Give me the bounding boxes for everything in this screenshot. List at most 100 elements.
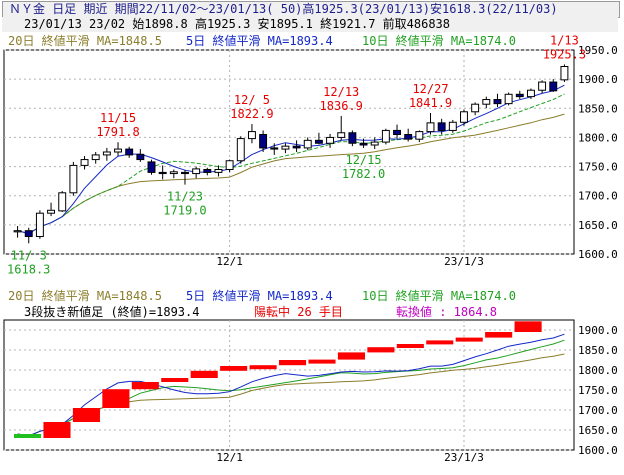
candle-body [526, 89, 535, 98]
y-tick-label: 1650.0 [578, 219, 618, 232]
plot-frame [3, 49, 575, 255]
ma5-line-bottom [17, 333, 565, 437]
y-tick-label: 1600.0 [578, 444, 618, 457]
candlestick-panel: 1600.0 1650.0 1700.0 1750.0 1800.0 1850.0 1900… [3, 33, 618, 276]
candle-body [13, 230, 22, 233]
ma5-line [17, 84, 565, 235]
y-tick-label: 1850.0 [578, 344, 618, 357]
brick-up [455, 337, 483, 342]
y-tick-label: 1900.0 [578, 324, 618, 337]
annotation-date: 12/13 [323, 85, 359, 99]
brick-up [367, 347, 395, 353]
legend-ma5: 5日 終値平滑 MA=1893.4 [186, 33, 333, 48]
candle-body [326, 136, 335, 144]
candle-body [303, 139, 312, 149]
line-break-panel: 1600.0 1650.0 1700.0 1750.0 1800.0 1850.0 1900… [3, 319, 618, 464]
candle-body [203, 168, 212, 173]
ohlc-summary: 23/01/13 23/02 始1898.8 高1925.3 安1895.1 終… [24, 17, 451, 31]
brick-down [14, 434, 42, 438]
annotation-date: 11/15 [100, 111, 136, 125]
candle-body [560, 65, 569, 81]
candle-body [225, 160, 234, 170]
candle-body [236, 138, 245, 162]
candle-body [270, 147, 279, 150]
annotation-price: 1719.0 [163, 204, 206, 218]
brick-up [514, 321, 542, 332]
candle-body [460, 111, 468, 123]
candle-body [247, 131, 256, 140]
candle-body [471, 103, 480, 113]
x-tick-label: 12/1 [216, 255, 243, 268]
annotation-price: 1822.9 [230, 107, 273, 121]
candle-body [415, 131, 424, 140]
candle-body [125, 148, 134, 156]
candle-body [80, 159, 89, 166]
annotation-date: 11/ 3 [11, 248, 47, 262]
brick-up [72, 408, 100, 422]
candle-body [91, 154, 100, 161]
brick-up [220, 366, 248, 371]
candle-body [35, 212, 44, 238]
brick-up [43, 422, 71, 438]
candle-body [482, 99, 491, 105]
annotation-price: 1791.8 [96, 125, 139, 139]
candle-body [538, 81, 547, 91]
x-tick-label: 12/1 [216, 451, 243, 464]
chart-title-bar: ＮＹ金 日足 期近 期間22/11/02～23/01/13( 50)高1925.… [2, 1, 620, 18]
candle-body [404, 134, 413, 140]
brick-up [190, 370, 218, 378]
candle-body [504, 93, 513, 105]
brick-up [396, 344, 424, 348]
chart-title: ＮＹ金 日足 期近 期間22/11/02～23/01/13( 50)高1925.… [9, 2, 558, 16]
candle-body [102, 151, 111, 156]
candle-body [136, 153, 145, 161]
candle-body [114, 148, 122, 153]
candle-body [147, 161, 156, 173]
brick-up [337, 352, 365, 360]
candle-body [314, 139, 323, 144]
candle-body [214, 168, 223, 173]
candle-body [281, 145, 290, 150]
annotation-price: 1836.9 [320, 99, 363, 113]
legend-bottom: 20日 終値平滑 MA=1848.5 5日 終値平滑 MA=1893.4 10日… [8, 288, 516, 319]
candle-body [426, 122, 435, 133]
brick-up [426, 340, 454, 345]
annotation-price: 1618.3 [7, 262, 50, 276]
annotation-price: 1782.0 [342, 167, 385, 181]
brick-up [161, 378, 189, 382]
x-tick-label: 23/1/3 [444, 255, 484, 268]
y-tick-label: 1700.0 [578, 404, 618, 417]
candle-body [370, 141, 379, 146]
candle-body [192, 168, 201, 175]
candle-body [337, 132, 346, 138]
y-tick-label: 1750.0 [578, 384, 618, 397]
annotation-date: 12/27 [412, 82, 448, 96]
candle-body [437, 122, 446, 131]
y-tick-label: 1800.0 [578, 364, 618, 377]
legend-ma20: 20日 終値平滑 MA=1848.5 [8, 33, 162, 48]
annotation-date: 1/13 [550, 33, 579, 47]
brick-up [131, 382, 159, 390]
candle-body [181, 171, 189, 175]
candle-body [393, 129, 401, 136]
y-tick-label: 1900.0 [578, 73, 618, 86]
annotation-date: 12/15 [345, 153, 381, 167]
linebreak-status: 3段抜き新値足 (終値)=1893.4 [24, 304, 199, 319]
annotation-date: 11/23 [167, 190, 203, 204]
candle-body [169, 171, 178, 175]
candle-body [549, 81, 558, 92]
ohlc-summary-bar: 23/01/13 23/02 始1898.8 高1925.3 安1895.1 終… [2, 17, 618, 32]
candle-body [448, 121, 457, 131]
candle-body [493, 99, 502, 105]
x-tick-label: 23/1/3 [444, 451, 484, 464]
brick-up [249, 365, 277, 370]
ma10-line [17, 93, 565, 235]
candle-body [292, 145, 301, 149]
annotation-price: 1925.3 [543, 47, 586, 61]
candle-body [24, 230, 33, 238]
legend-ma10-bottom: 10日 終値平滑 MA=1874.0 [362, 288, 516, 303]
linebreak-trend: 陽転中 26 手目 [254, 304, 343, 319]
y-tick-label: 1600.0 [578, 248, 618, 261]
candle-body [58, 192, 67, 212]
